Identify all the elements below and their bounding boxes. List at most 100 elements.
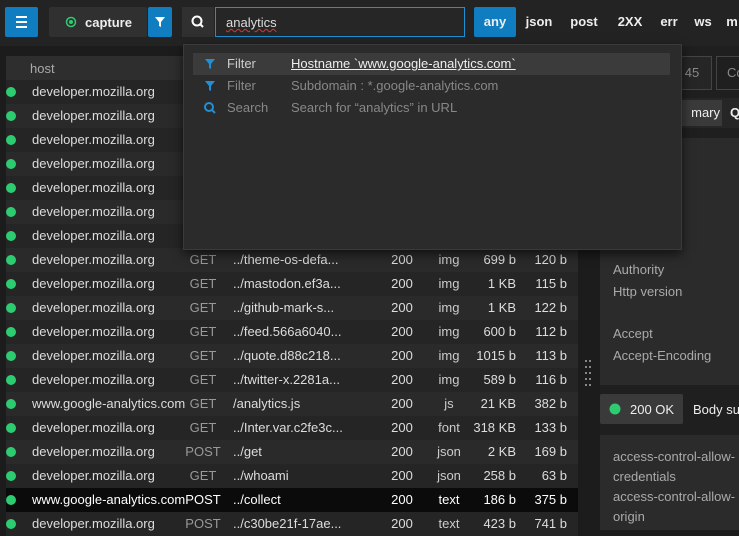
- request-size: 1 KB: [487, 276, 516, 291]
- table-row[interactable]: developer.mozilla.org GET ../whoami 200 json…: [6, 464, 578, 488]
- search-icon: [191, 15, 204, 28]
- request-size: 318 KB: [473, 420, 516, 435]
- subtab[interactable]: Q: [730, 105, 739, 120]
- path: ../Inter.var.c2fe3c...: [233, 420, 343, 435]
- status-dot: [6, 327, 16, 337]
- suggestion[interactable]: Search Search for “analytics” in URL: [193, 97, 670, 119]
- host: developer.mozilla.org: [32, 132, 155, 147]
- type: json: [437, 468, 461, 483]
- table-row[interactable]: developer.mozilla.org GET ../theme-os-defa…: [6, 248, 578, 272]
- header-host: host: [30, 61, 55, 76]
- table-row[interactable]: developer.mozilla.org POST ../get 200 json 2 …: [6, 440, 578, 464]
- host: www.google-analytics.com: [32, 492, 186, 507]
- table-row[interactable]: www.google-analytics.com POST ../collect 20…: [6, 488, 578, 512]
- status-pill: 200 OK: [600, 394, 683, 424]
- path: ../c30be21f-17ae...: [233, 516, 342, 531]
- table-row[interactable]: developer.mozilla.org GET ../mastodon.ef3a…: [6, 272, 578, 296]
- method: GET: [189, 372, 217, 387]
- method: POST: [185, 444, 221, 459]
- response-size: 63 b: [541, 468, 567, 483]
- status-dot: [6, 255, 16, 265]
- status-dot: [6, 87, 16, 97]
- table-row[interactable]: developer.mozilla.org GET ../github-mark-s…: [6, 296, 578, 320]
- path: ../github-mark-s...: [233, 300, 335, 315]
- status-dot: [6, 447, 16, 457]
- capture-toggle[interactable]: capture: [49, 7, 147, 37]
- status: 200: [391, 300, 413, 315]
- status-dot: [6, 495, 16, 505]
- suggestion[interactable]: Filter Hostname `www.google-analytics.com…: [193, 53, 670, 75]
- type: json: [437, 444, 461, 459]
- filter-button[interactable]: [148, 7, 172, 37]
- status-dot: [6, 183, 16, 193]
- request-size: 1015 b: [476, 348, 516, 363]
- suggestion-kind: Search: [227, 100, 269, 115]
- type-filter[interactable]: json: [525, 14, 553, 29]
- suggestion-icon: [205, 81, 215, 91]
- type-filter[interactable]: m: [726, 14, 738, 29]
- type-filter[interactable]: ws: [694, 14, 712, 29]
- search-text: analytics: [226, 15, 277, 30]
- table-row[interactable]: developer.mozilla.org POST ../c30be21f-17a…: [6, 512, 578, 536]
- response-size: 122 b: [534, 300, 567, 315]
- status-text: 200 OK: [630, 402, 675, 417]
- status: 200: [391, 252, 413, 267]
- status-dot: [6, 519, 16, 529]
- header-label: Authority: [613, 262, 665, 277]
- request-size: 1 KB: [487, 300, 516, 315]
- type-filter[interactable]: err: [660, 14, 678, 29]
- type: img: [438, 348, 460, 363]
- type-filter[interactable]: 2XX: [617, 14, 643, 29]
- filter-icon: [155, 17, 165, 27]
- host: developer.mozilla.org: [32, 444, 155, 459]
- request-size: 258 b: [483, 468, 516, 483]
- method: POST: [185, 492, 221, 507]
- search-input[interactable]: analytics: [215, 7, 465, 37]
- body-tab[interactable]: Body su: [693, 402, 739, 417]
- header-label: Accept-Encoding: [613, 348, 712, 363]
- suggestion-kind: Filter: [227, 56, 256, 71]
- response-size: 112 b: [535, 324, 567, 339]
- splitter[interactable]: [583, 358, 593, 392]
- host: developer.mozilla.org: [32, 348, 155, 363]
- tab[interactable]: Co: [716, 56, 739, 90]
- response-size: 115 b: [535, 276, 567, 291]
- header-label: Accept: [613, 326, 653, 341]
- status-dot: [6, 423, 16, 433]
- status-dot: [6, 303, 16, 313]
- status: 200: [391, 420, 413, 435]
- host: developer.mozilla.org: [32, 180, 155, 195]
- type: text: [438, 492, 460, 507]
- host: developer.mozilla.org: [32, 252, 155, 267]
- menu-button[interactable]: [5, 7, 38, 37]
- type-filter[interactable]: any: [474, 7, 516, 37]
- type: img: [438, 372, 460, 387]
- capture-label: capture: [85, 15, 132, 30]
- request-size: 600 b: [483, 324, 516, 339]
- host: developer.mozilla.org: [32, 204, 155, 219]
- table-row[interactable]: www.google-analytics.com GET/analytics.js…: [6, 392, 578, 416]
- table-row[interactable]: developer.mozilla.org GET ../quote.d88c218…: [6, 344, 578, 368]
- path: ../twitter-x.2281a...: [233, 372, 340, 387]
- method: GET: [189, 420, 217, 435]
- status-dot: [6, 111, 16, 121]
- table-row[interactable]: developer.mozilla.org GET ../Inter.var.c2f…: [6, 416, 578, 440]
- suggestion[interactable]: Filter Subdomain : *.google-analytics.com: [193, 75, 670, 97]
- host: www.google-analytics.com: [32, 396, 186, 411]
- host: developer.mozilla.org: [32, 468, 155, 483]
- suggestion-icon: [205, 59, 215, 69]
- table-row[interactable]: developer.mozilla.org GET ../twitter-x.228…: [6, 368, 578, 392]
- header-label: Http version: [613, 284, 683, 299]
- host: developer.mozilla.org: [32, 228, 155, 243]
- status: 200: [391, 516, 413, 531]
- method: POST: [185, 516, 221, 531]
- type: text: [438, 516, 460, 531]
- type-filter[interactable]: post: [570, 14, 598, 29]
- type: font: [438, 420, 460, 435]
- header-label: access-control-allow-origin: [613, 489, 736, 524]
- table-row[interactable]: developer.mozilla.org GET ../feed.566a6040…: [6, 320, 578, 344]
- status-dot: [609, 403, 621, 415]
- suggestion-kind: Filter: [227, 78, 256, 93]
- header-label: access-control-allow-credentials: [613, 449, 736, 484]
